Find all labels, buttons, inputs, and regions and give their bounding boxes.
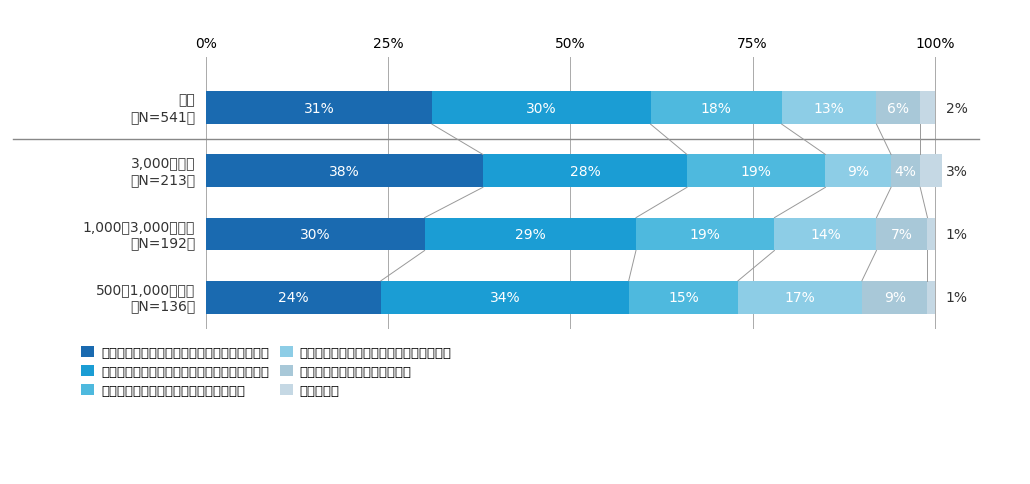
Bar: [927, 218, 935, 251]
Bar: [862, 281, 927, 314]
Bar: [651, 92, 782, 125]
Text: 1%: 1%: [946, 290, 968, 304]
Bar: [424, 218, 636, 251]
Text: 1%: 1%: [946, 227, 968, 242]
Bar: [782, 92, 877, 125]
Text: （N=213）: （N=213）: [130, 173, 195, 187]
Text: 全体: 全体: [178, 93, 195, 107]
Bar: [483, 155, 687, 188]
Bar: [206, 281, 381, 314]
Text: 9%: 9%: [884, 290, 905, 304]
Text: 24%: 24%: [278, 290, 309, 304]
Legend: すでに着手しており、何らかの成果が出ている, すでに着手しているが、まだ成果は出ていない, 予定はしているが、まだ着手していない, 検討はしているが、方针は決ま: すでに着手しており、何らかの成果が出ている, すでに着手しているが、まだ成果は出…: [81, 347, 451, 397]
Text: 15%: 15%: [668, 290, 698, 304]
Bar: [825, 155, 891, 188]
Text: 9%: 9%: [848, 165, 869, 179]
Text: 6%: 6%: [887, 102, 909, 116]
Text: 1,000～3,000人未満: 1,000～3,000人未満: [82, 219, 195, 233]
Bar: [687, 155, 825, 188]
Text: 3,000人以上: 3,000人以上: [131, 156, 195, 170]
Bar: [206, 218, 424, 251]
Bar: [206, 155, 483, 188]
Bar: [636, 218, 775, 251]
Text: 38%: 38%: [330, 165, 359, 179]
Bar: [877, 218, 927, 251]
Text: 19%: 19%: [741, 165, 771, 179]
Text: 2%: 2%: [946, 102, 967, 116]
Text: （N=541）: （N=541）: [130, 110, 195, 124]
Text: 13%: 13%: [814, 102, 845, 116]
Text: 29%: 29%: [515, 227, 546, 242]
Bar: [927, 281, 935, 314]
Bar: [739, 281, 862, 314]
Bar: [877, 92, 920, 125]
Bar: [775, 218, 877, 251]
Bar: [432, 92, 651, 125]
Text: 18%: 18%: [700, 102, 731, 116]
Text: 500～1,000人未満: 500～1,000人未満: [96, 283, 195, 296]
Text: 34%: 34%: [489, 290, 520, 304]
Text: 19%: 19%: [690, 227, 721, 242]
Text: 30%: 30%: [300, 227, 331, 242]
Text: 28%: 28%: [570, 165, 600, 179]
Text: 3%: 3%: [946, 165, 967, 179]
Bar: [920, 92, 935, 125]
Text: 14%: 14%: [810, 227, 840, 242]
Text: 7%: 7%: [891, 227, 913, 242]
Text: 30%: 30%: [526, 102, 556, 116]
Text: 17%: 17%: [785, 290, 816, 304]
Text: 31%: 31%: [304, 102, 335, 116]
Text: （N=136）: （N=136）: [130, 299, 195, 313]
Bar: [628, 281, 739, 314]
Bar: [381, 281, 628, 314]
Bar: [891, 155, 920, 188]
Text: 4%: 4%: [895, 165, 917, 179]
Bar: [206, 92, 432, 125]
Bar: [920, 155, 942, 188]
Text: （N=192）: （N=192）: [130, 236, 195, 250]
